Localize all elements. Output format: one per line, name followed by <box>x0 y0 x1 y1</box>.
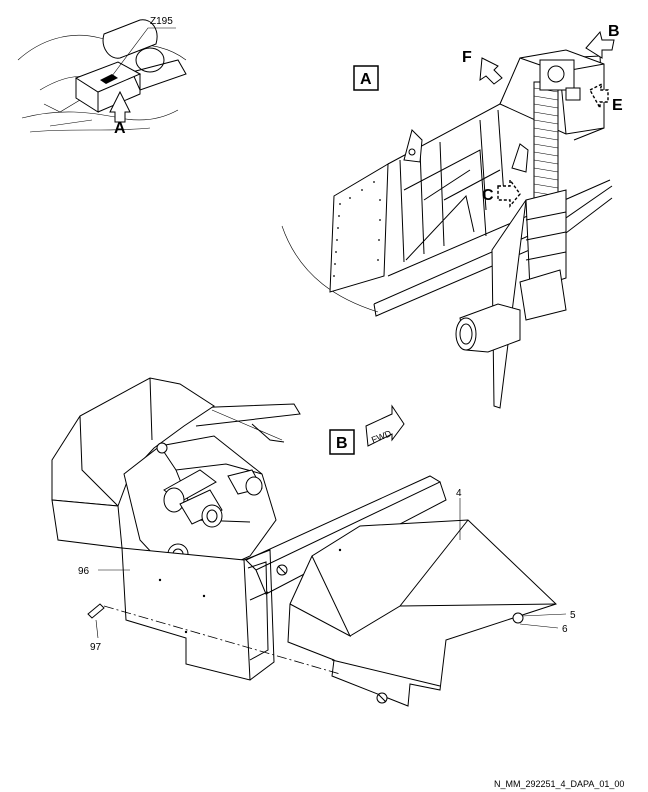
arrow-e-icon <box>589 82 609 111</box>
arrow-b-icon <box>585 30 615 59</box>
arrow-f-label: F <box>462 49 472 66</box>
callout-6: 6 <box>562 624 568 635</box>
drawing-reference: N_MM_292251_4_DAPA_01_00 <box>494 779 624 789</box>
view-b: B FWD <box>51 377 576 707</box>
view-a-title: A <box>360 71 372 88</box>
callout-96: 96 <box>78 566 90 577</box>
view-b-title-box <box>329 429 355 455</box>
callout-4: 4 <box>456 488 462 499</box>
arrow-c-label: C <box>482 187 494 204</box>
zone-label: Z195 <box>150 16 173 27</box>
locator-view-letter: A <box>114 120 126 137</box>
rivet-row <box>333 181 381 277</box>
view-a-title-box <box>353 65 379 91</box>
view-a: A <box>281 23 623 409</box>
arrow-c-icon <box>497 177 521 208</box>
callout-5: 5 <box>570 610 576 621</box>
arrow-e-label: E <box>612 97 623 114</box>
fwd-arrow-icon <box>365 404 405 447</box>
view-b-title: B <box>336 435 348 452</box>
arrow-f-icon <box>479 57 503 85</box>
locator-view: Z195 A <box>17 16 187 137</box>
callout-97: 97 <box>90 642 102 653</box>
arrow-b-label: B <box>608 23 620 40</box>
